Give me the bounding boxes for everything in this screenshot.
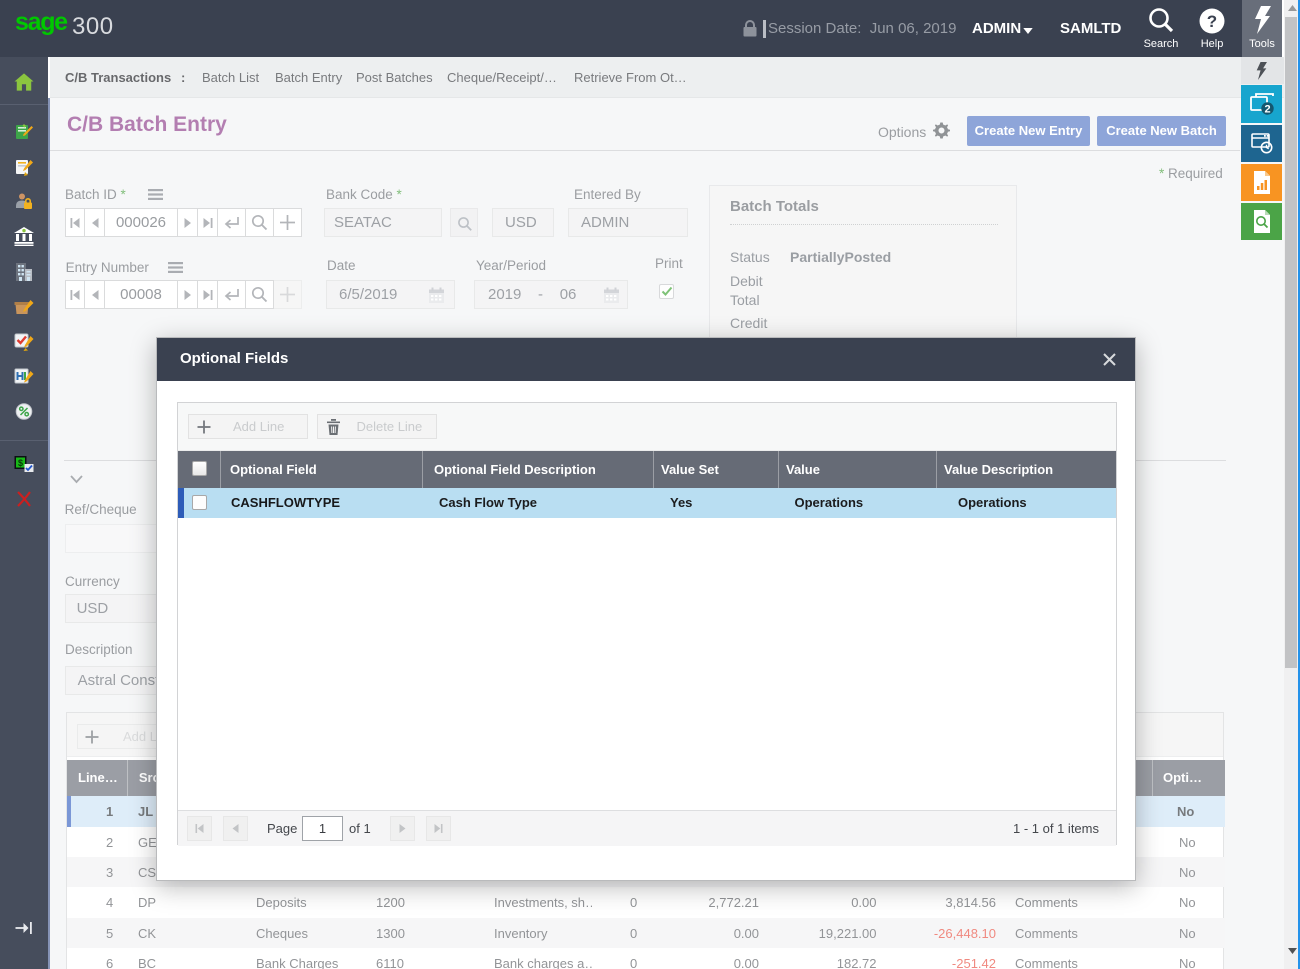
- svg-text:$: $: [18, 458, 23, 468]
- svg-text:2: 2: [1264, 104, 1270, 116]
- svg-text:?: ?: [1207, 12, 1217, 31]
